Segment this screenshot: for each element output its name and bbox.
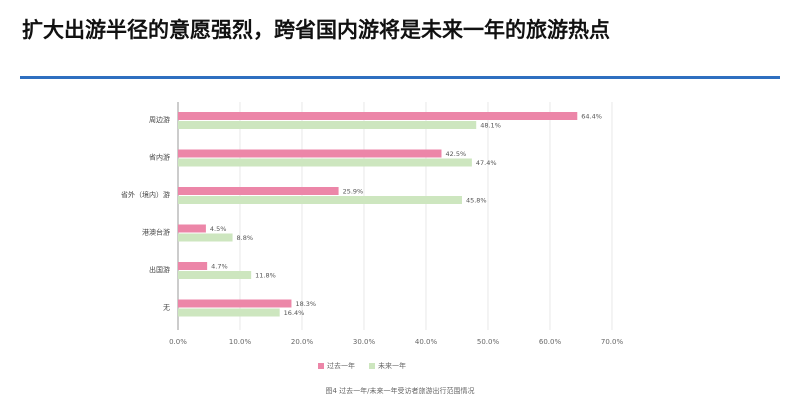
category-label: 无 <box>163 304 170 312</box>
bar-past-year <box>178 262 208 270</box>
x-tick-label: 40.0% <box>415 338 438 346</box>
legend-item-next-year: 未来一年 <box>369 361 406 371</box>
data-label: 64.4% <box>581 113 602 121</box>
bar-next-year <box>178 308 280 317</box>
page-title: 扩大出游半径的意愿强烈，跨省国内游将是未来一年的旅游热点 <box>22 18 610 42</box>
data-label: 25.9% <box>343 188 364 196</box>
legend-swatch-next-year <box>369 363 375 369</box>
data-label: 42.5% <box>446 150 467 158</box>
legend-label-next-year: 未来一年 <box>378 362 406 370</box>
data-label: 47.4% <box>476 159 497 167</box>
data-label: 48.1% <box>480 122 501 130</box>
chart-legend: 过去一年 未来一年 <box>318 361 406 371</box>
x-tick-label: 20.0% <box>291 338 314 346</box>
data-label: 16.4% <box>284 309 305 317</box>
legend-label-past-year: 过去一年 <box>327 362 355 370</box>
x-tick-label: 50.0% <box>477 338 500 346</box>
bar-past-year <box>178 149 442 158</box>
data-label: 45.8% <box>466 197 487 205</box>
category-label: 周边游 <box>149 115 170 124</box>
x-tick-label: 30.0% <box>353 338 376 346</box>
bar-past-year <box>178 112 578 120</box>
bar-past-year <box>178 224 206 233</box>
bar-next-year <box>178 121 477 129</box>
x-tick-label: 0.0% <box>169 338 187 346</box>
legend-item-past-year: 过去一年 <box>318 361 355 371</box>
category-label: 港澳台游 <box>142 228 170 237</box>
x-tick-label: 70.0% <box>601 338 624 346</box>
figure-caption: 图4 过去一年/未来一年受访者旅游出行范围情况 <box>325 387 475 395</box>
bar-next-year <box>178 158 472 167</box>
x-tick-label: 60.0% <box>539 338 562 346</box>
category-label: 出国游 <box>149 265 170 274</box>
title-divider <box>20 76 780 79</box>
bar-next-year <box>178 233 233 242</box>
category-label: 省内游 <box>149 153 170 162</box>
category-label: 省外（境内）游 <box>121 190 170 199</box>
bar-next-year <box>178 271 252 279</box>
data-label: 11.8% <box>255 272 276 280</box>
data-label: 4.5% <box>210 225 227 233</box>
bar-past-year <box>178 299 292 308</box>
bar-past-year <box>178 187 339 195</box>
data-label: 18.3% <box>295 300 316 308</box>
data-label: 8.8% <box>237 234 254 242</box>
legend-swatch-past-year <box>318 363 324 369</box>
data-label: 4.7% <box>211 263 228 271</box>
bar-next-year <box>178 196 462 204</box>
x-tick-label: 10.0% <box>229 338 252 346</box>
